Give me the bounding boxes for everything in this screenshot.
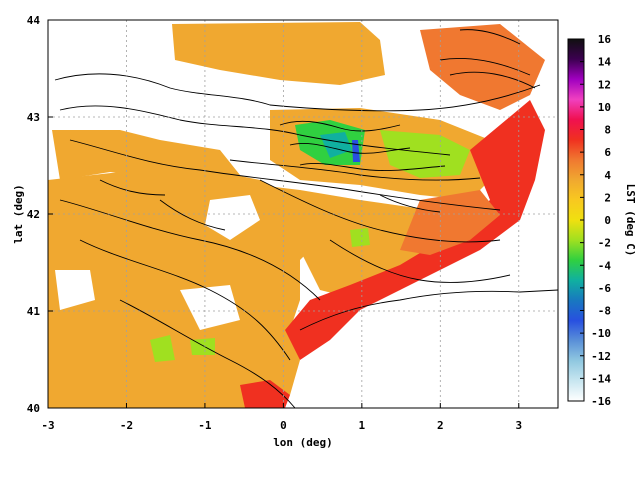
lst-region-south-green-3 <box>350 228 370 247</box>
colorbar-tick-label: -4 <box>598 259 612 272</box>
x-tick-label: -1 <box>198 419 212 432</box>
x-tick-label: 3 <box>515 419 522 432</box>
x-tick-label: 0 <box>280 419 287 432</box>
colorbar-tick-label: 10 <box>598 101 611 114</box>
lst-region-valencia <box>240 380 290 408</box>
x-tick-label: -3 <box>41 419 54 432</box>
y-tick-label: 40 <box>27 402 40 415</box>
mask-gap-5 <box>48 55 200 115</box>
lst-region-west <box>52 130 240 180</box>
colorbar-tick-label: -10 <box>591 327 611 340</box>
lst-region-south-green-1 <box>150 335 175 362</box>
x-tick-label: 2 <box>437 419 444 432</box>
lst-field <box>48 22 545 408</box>
lst-region-south <box>48 168 330 408</box>
colorbar-ticks: 16 14 12 10 8 6 4 2 0 -2 -4 -6 -8 -10 -12 -14 -16 <box>580 33 611 408</box>
colorbar-tick-label: -2 <box>598 237 611 250</box>
lst-region-pyrenees-blue <box>352 140 360 162</box>
mask-gap-3 <box>55 270 95 310</box>
colorbar-tick-label: 6 <box>604 146 611 159</box>
lst-region-northeast <box>420 24 545 110</box>
x-tick-label: 1 <box>359 419 366 432</box>
colorbar-tick-label: -6 <box>598 282 612 295</box>
colorbar-tick-label: 2 <box>604 191 611 204</box>
y-tick-label: 42 <box>27 208 40 221</box>
colorbar-tick-label: 0 <box>604 214 611 227</box>
lst-region-north <box>172 22 385 85</box>
y-tick-label: 44 <box>27 14 41 27</box>
y-axis-label: lat (deg) <box>12 184 25 244</box>
colorbar-label: LST (deg C) <box>624 184 637 257</box>
y-axis-ticks: 40 41 42 43 44 <box>27 14 53 415</box>
colorbar-tick-label: 12 <box>598 78 611 91</box>
colorbar-tick-label: -8 <box>598 305 611 318</box>
colorbar-tick-label: 16 <box>598 33 612 46</box>
x-axis-ticks: -3 -2 -1 0 1 2 3 <box>41 403 522 432</box>
x-axis-label: lon (deg) <box>273 436 333 449</box>
colorbar-tick-label: 14 <box>598 56 612 69</box>
colorbar-tick-label: 4 <box>604 169 611 182</box>
y-tick-label: 43 <box>27 111 40 124</box>
colorbar-tick-label: -14 <box>591 372 611 385</box>
colorbar-tick-label: 8 <box>604 124 611 137</box>
lst-region-pyrenees-cold-2 <box>380 130 470 178</box>
lst-region-coast <box>285 100 545 360</box>
x-tick-label: -2 <box>120 419 133 432</box>
colorbar: 16 14 12 10 8 6 4 2 0 -2 -4 -6 -8 -10 -12 -14 -16 LST (d… <box>567 33 637 408</box>
lst-region-pyrenees-teal <box>320 132 352 158</box>
y-tick-label: 41 <box>27 305 41 318</box>
mask-gap-4 <box>300 90 400 108</box>
topography-contours <box>54 29 558 408</box>
mask-gap-2 <box>180 285 240 330</box>
colorbar-tick-label: -12 <box>591 350 611 363</box>
colorbar-tick-label: -16 <box>591 395 611 408</box>
